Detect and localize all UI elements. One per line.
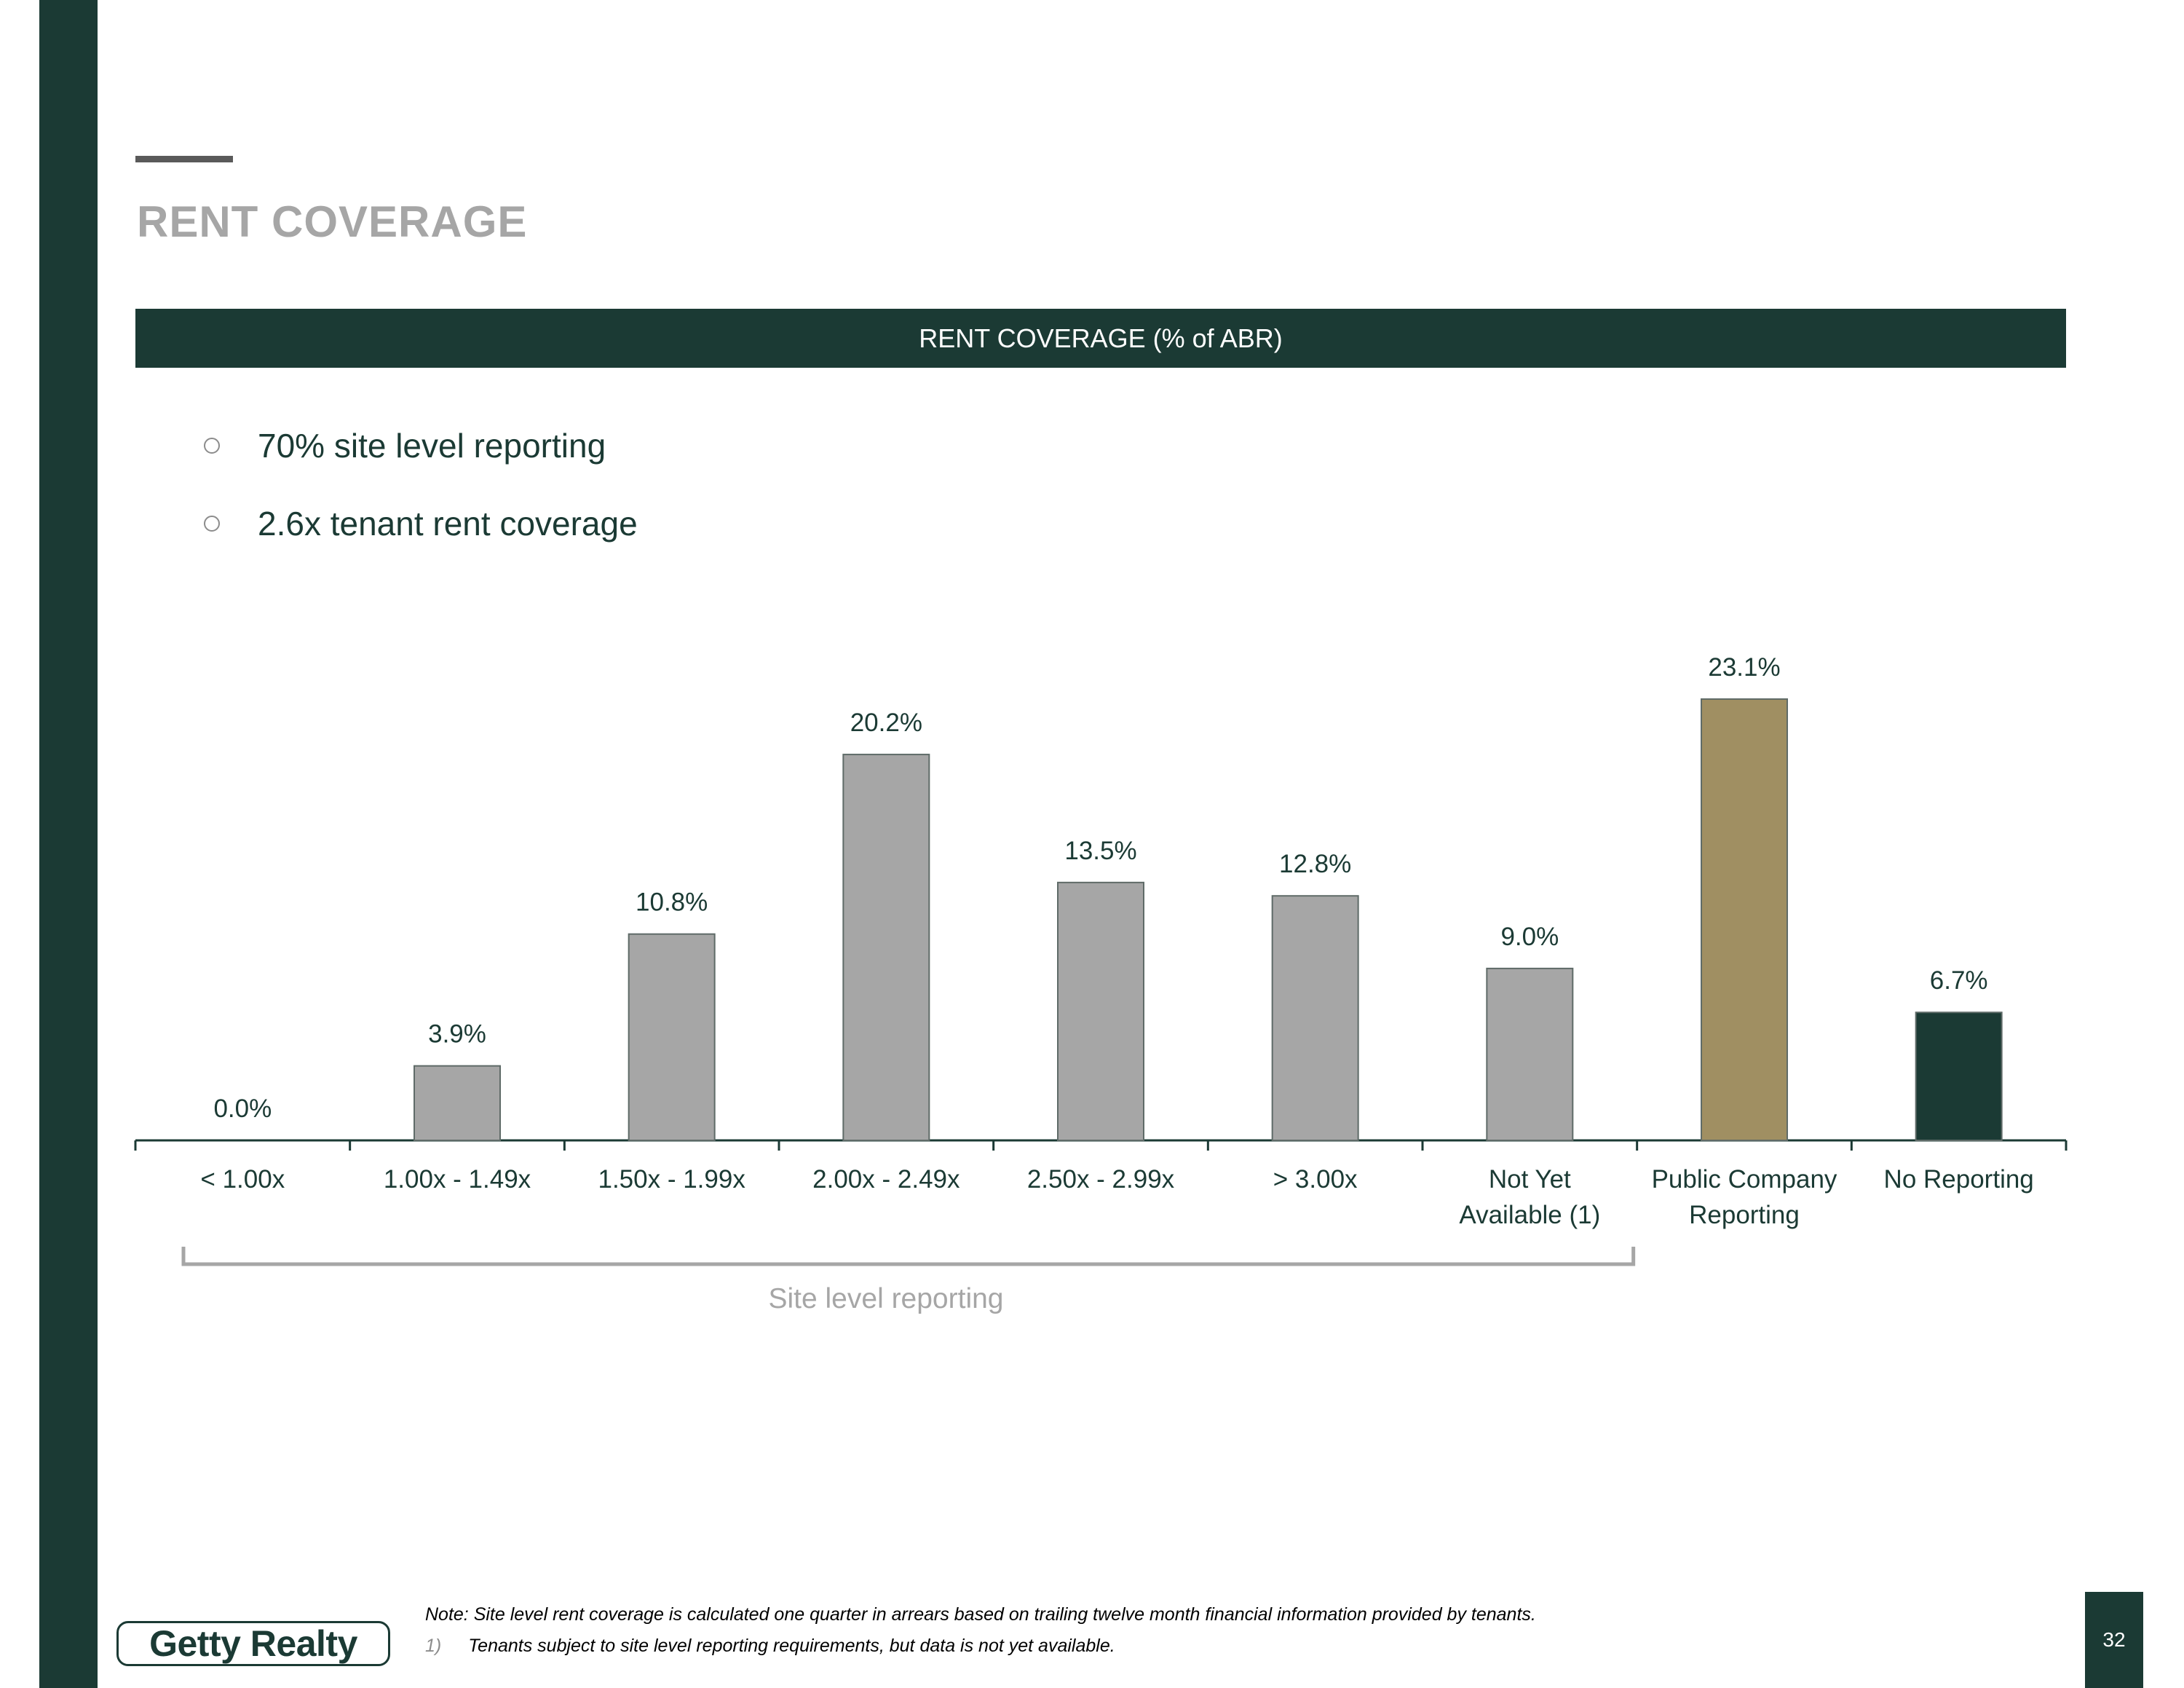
chart-note: Note: Site level rent coverage is calcul…	[425, 1604, 1536, 1625]
logo-text: Getty Realty	[149, 1623, 357, 1664]
bar	[414, 1065, 501, 1142]
footnote: 1) Tenants subject to site level reporti…	[425, 1636, 1115, 1657]
bullet-item: 70% site level reporting	[204, 426, 606, 465]
x-tick-label: < 1.00x	[200, 1165, 285, 1194]
page-title: RENT COVERAGE	[137, 197, 528, 246]
rent-coverage-bar-chart: 0.0% < 1.00x 3.9% 1.00x - 1.49x 10.8% 1.50x -…	[134, 653, 2068, 1266]
chart-banner-label: RENT COVERAGE (% of ABR)	[919, 323, 1283, 353]
side-accent-bar	[39, 0, 98, 1688]
footnote-text: Tenants subject to site level reporting …	[468, 1636, 1115, 1656]
x-tick-label: Reporting	[1689, 1201, 1800, 1229]
bar	[1271, 895, 1359, 1141]
data-label: 6.7%	[1930, 966, 1988, 995]
x-tick-label: 2.00x - 2.49x	[812, 1165, 960, 1194]
hollow-circle-icon	[204, 438, 220, 454]
data-label: 10.8%	[636, 888, 708, 917]
page-number: 32	[2102, 1628, 2126, 1651]
bar	[628, 933, 716, 1141]
bar	[842, 754, 930, 1141]
x-tick-label: Not Yet	[1489, 1165, 1571, 1194]
bar	[1915, 1011, 2003, 1141]
bullet-text: 2.6x tenant rent coverage	[258, 505, 638, 543]
hollow-circle-icon	[204, 516, 220, 532]
data-label: 23.1%	[1708, 653, 1780, 682]
data-label: 9.0%	[1500, 923, 1559, 951]
x-tick-label: Available (1)	[1459, 1201, 1600, 1229]
x-tick-label: 2.50x - 2.99x	[1027, 1165, 1175, 1194]
x-tick-label: > 3.00x	[1273, 1165, 1358, 1194]
getty-realty-logo: Getty Realty	[116, 1621, 390, 1666]
data-label: 0.0%	[213, 1095, 272, 1123]
chart-banner: RENT COVERAGE (% of ABR)	[135, 309, 2066, 368]
bullet-text: 70% site level reporting	[258, 427, 606, 465]
bar	[1486, 967, 1574, 1142]
footnote-number: 1)	[425, 1636, 442, 1656]
data-label: 12.8%	[1279, 850, 1351, 878]
group-bracket	[181, 1247, 1636, 1266]
x-tick-label: 1.50x - 1.99x	[598, 1165, 745, 1194]
data-label: 20.2%	[850, 709, 922, 737]
x-tick-label: No Reporting	[1884, 1165, 2034, 1194]
data-label: 13.5%	[1064, 837, 1136, 865]
bar	[1701, 698, 1788, 1141]
bullet-item: 2.6x tenant rent coverage	[204, 504, 638, 543]
title-rule	[135, 156, 233, 162]
data-label: 3.9%	[428, 1020, 486, 1049]
bracket-label: Site level reporting	[768, 1283, 1004, 1314]
x-tick-label: Public Company	[1652, 1165, 1837, 1194]
bar	[1057, 881, 1144, 1141]
x-tick-label: 1.00x - 1.49x	[384, 1165, 531, 1194]
page-number-box: 32	[2085, 1592, 2143, 1688]
